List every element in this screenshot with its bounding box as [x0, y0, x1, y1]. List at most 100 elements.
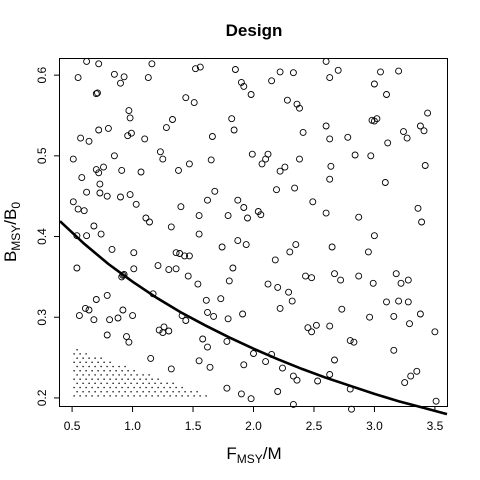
data-point	[322, 122, 330, 130]
data-point	[195, 230, 203, 238]
stipple-dot	[94, 357, 96, 359]
data-point	[206, 363, 214, 371]
data-points	[69, 57, 440, 413]
stipple-dot	[163, 395, 165, 397]
data-point	[368, 116, 376, 124]
data-point	[240, 361, 248, 369]
data-point	[218, 243, 226, 251]
stipple-dot	[181, 386, 183, 389]
data-point	[326, 74, 334, 82]
data-point	[234, 237, 242, 245]
stipple-dot	[145, 395, 147, 397]
data-point	[165, 327, 173, 335]
stipple-dot	[91, 361, 93, 364]
stipple-dot	[109, 361, 111, 364]
data-point	[228, 115, 236, 123]
data-point	[165, 266, 173, 274]
data-point	[80, 207, 88, 215]
stipple-dot	[133, 378, 135, 380]
data-point	[184, 272, 192, 280]
data-point	[314, 377, 322, 385]
stipple-dot	[97, 361, 99, 364]
data-point	[296, 104, 303, 112]
stipple-dot	[139, 395, 141, 397]
stipple-dot	[85, 395, 87, 397]
data-point	[147, 354, 155, 362]
stipple-dot	[115, 386, 117, 389]
data-point	[148, 60, 156, 68]
stipple-dot	[103, 369, 105, 372]
data-point	[331, 270, 338, 278]
data-point	[73, 264, 81, 272]
data-point	[129, 312, 137, 320]
data-point	[210, 312, 218, 320]
data-point	[123, 333, 130, 341]
data-point	[204, 196, 211, 204]
data-point	[257, 211, 265, 219]
data-point	[175, 166, 182, 174]
y-tick-label: 0.4	[35, 228, 49, 245]
data-point	[224, 315, 232, 323]
stipple-dot	[73, 369, 75, 372]
data-point	[96, 180, 104, 188]
data-point	[395, 67, 403, 75]
data-point	[308, 274, 316, 282]
data-point	[104, 124, 112, 132]
stipple-dot	[121, 395, 123, 397]
stipple-dot	[151, 378, 153, 380]
x-tick-label: 3.5	[427, 419, 444, 433]
data-point	[273, 186, 280, 194]
data-point	[326, 135, 334, 143]
data-point	[312, 321, 320, 329]
data-point	[172, 265, 180, 273]
stipple-dot	[187, 395, 189, 397]
data-point	[289, 372, 297, 380]
stipple-dot	[133, 386, 135, 389]
data-point	[130, 265, 138, 273]
data-point	[92, 296, 100, 303]
data-point	[231, 66, 239, 73]
stipple-dot	[157, 378, 159, 380]
data-point	[377, 68, 384, 76]
data-point	[159, 329, 167, 337]
data-point	[276, 167, 284, 175]
data-point	[182, 94, 190, 102]
stipple-dot	[82, 382, 84, 385]
stipple-dot	[91, 395, 93, 397]
data-point	[404, 276, 412, 284]
stipple-dot	[154, 390, 156, 393]
stipple-dot	[109, 378, 111, 380]
data-point	[182, 317, 190, 324]
data-point	[194, 280, 202, 288]
data-point	[292, 241, 300, 249]
data-point	[199, 335, 207, 343]
data-point	[420, 127, 428, 135]
stipple-dot	[124, 374, 126, 376]
data-point	[350, 338, 358, 346]
stipple-dot	[115, 395, 117, 397]
stipple-dot	[109, 386, 111, 389]
data-point	[309, 198, 317, 206]
stipple-dot	[100, 374, 102, 376]
y-tick-label: 0.2	[35, 389, 49, 406]
stipple-dot	[175, 395, 177, 397]
data-point	[97, 230, 105, 238]
data-point	[156, 148, 164, 156]
data-point	[247, 91, 255, 98]
stipple-dot	[106, 390, 108, 393]
stipple-dot	[94, 390, 96, 393]
data-point	[95, 60, 103, 68]
data-point	[83, 188, 91, 196]
data-point	[418, 218, 426, 226]
data-point	[207, 156, 215, 164]
stipple-dot	[76, 357, 78, 359]
data-point	[401, 379, 409, 387]
data-point	[154, 262, 162, 270]
data-point	[381, 179, 389, 186]
stipple-dot	[76, 390, 78, 393]
x-tick-label: 0.5	[64, 419, 81, 433]
data-point	[167, 223, 175, 231]
data-point	[264, 280, 272, 288]
data-point	[117, 79, 124, 87]
